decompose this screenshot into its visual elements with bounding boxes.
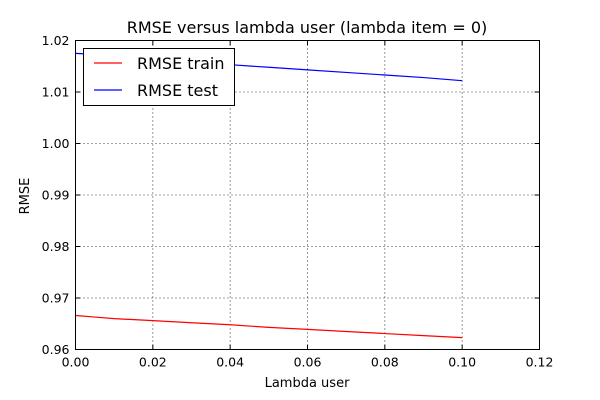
- legend: RMSE train RMSE test: [83, 48, 235, 106]
- y-tick-label: 1.01: [42, 85, 70, 100]
- y-axis-title: RMSE: [18, 178, 33, 215]
- legend-box: [83, 48, 235, 106]
- series-line-rmse-train: [75, 314, 463, 339]
- x-tick-label: 0.02: [139, 355, 167, 370]
- y-tick-label: 1.02: [42, 33, 70, 48]
- x-tick-label: 0.00: [62, 355, 90, 370]
- x-tick-label: 0.04: [216, 355, 244, 370]
- y-tick-label: 0.99: [42, 188, 70, 203]
- grid: [75, 40, 540, 350]
- legend-label-rmse-train: RMSE train: [137, 54, 225, 73]
- x-tick-label: 0.10: [448, 355, 476, 370]
- y-tick-label: 0.98: [42, 239, 70, 254]
- y-tick-label: 0.96: [42, 342, 70, 357]
- x-axis-title: Lambda user: [265, 376, 350, 391]
- legend-label-rmse-test: RMSE test: [137, 81, 218, 100]
- x-tick-label: 0.12: [526, 355, 554, 370]
- x-tick-label: 0.06: [294, 355, 322, 370]
- y-tick-label: 1.00: [42, 136, 70, 151]
- chart-title: RMSE versus lambda user (lambda item = 0…: [127, 18, 488, 37]
- y-tick-label: 0.97: [42, 291, 70, 306]
- x-tick-label: 0.08: [371, 355, 399, 370]
- axis-ticks: 0.00 0.02 0.04 0.06 0.08 0.10 0.12 0.96 0.97 0.98…: [42, 33, 554, 370]
